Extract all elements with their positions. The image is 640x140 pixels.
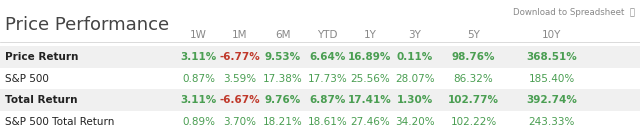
Text: Download to Spreadsheet  ⤓: Download to Spreadsheet ⤓: [513, 8, 635, 17]
Text: 3Y: 3Y: [408, 30, 421, 40]
Text: 185.40%: 185.40%: [529, 74, 575, 84]
Text: 6M: 6M: [275, 30, 291, 40]
Text: YTD: YTD: [317, 30, 338, 40]
Text: Total Return: Total Return: [5, 95, 77, 105]
Text: 243.33%: 243.33%: [529, 117, 575, 127]
Text: 17.73%: 17.73%: [308, 74, 348, 84]
Text: 0.87%: 0.87%: [182, 74, 215, 84]
Text: 27.46%: 27.46%: [350, 117, 390, 127]
Bar: [0, 46, 640, 68]
Text: 16.89%: 16.89%: [348, 52, 392, 62]
Text: 25.56%: 25.56%: [350, 74, 390, 84]
Text: -6.77%: -6.77%: [220, 52, 260, 62]
Text: S&P 500 Total Return: S&P 500 Total Return: [5, 117, 115, 127]
Text: 10Y: 10Y: [542, 30, 561, 40]
Text: 9.76%: 9.76%: [265, 95, 301, 105]
Text: 6.87%: 6.87%: [310, 95, 346, 105]
Text: 6.64%: 6.64%: [310, 52, 346, 62]
Text: S&P 500: S&P 500: [5, 74, 49, 84]
Text: 28.07%: 28.07%: [395, 74, 435, 84]
Text: 34.20%: 34.20%: [395, 117, 435, 127]
Text: 0.89%: 0.89%: [182, 117, 215, 127]
Text: Price Return: Price Return: [5, 52, 79, 62]
Text: 18.61%: 18.61%: [308, 117, 348, 127]
Text: 18.21%: 18.21%: [263, 117, 303, 127]
Text: 3.59%: 3.59%: [223, 74, 257, 84]
Text: 98.76%: 98.76%: [452, 52, 495, 62]
Text: 1W: 1W: [190, 30, 207, 40]
Text: 3.11%: 3.11%: [180, 95, 216, 105]
Text: 102.22%: 102.22%: [451, 117, 497, 127]
Text: 368.51%: 368.51%: [526, 52, 577, 62]
Text: 3.11%: 3.11%: [180, 52, 216, 62]
Text: 5Y: 5Y: [467, 30, 480, 40]
Text: 17.38%: 17.38%: [263, 74, 303, 84]
Text: 3.70%: 3.70%: [223, 117, 257, 127]
Text: 102.77%: 102.77%: [448, 95, 499, 105]
Text: 1Y: 1Y: [364, 30, 376, 40]
Text: 392.74%: 392.74%: [526, 95, 577, 105]
Text: 1.30%: 1.30%: [397, 95, 433, 105]
Text: 9.53%: 9.53%: [265, 52, 301, 62]
Text: 86.32%: 86.32%: [454, 74, 493, 84]
Text: 1M: 1M: [232, 30, 248, 40]
Bar: [0, 89, 640, 111]
Text: Price Performance: Price Performance: [5, 16, 169, 34]
Text: -6.67%: -6.67%: [220, 95, 260, 105]
Text: 17.41%: 17.41%: [348, 95, 392, 105]
Text: 0.11%: 0.11%: [397, 52, 433, 62]
